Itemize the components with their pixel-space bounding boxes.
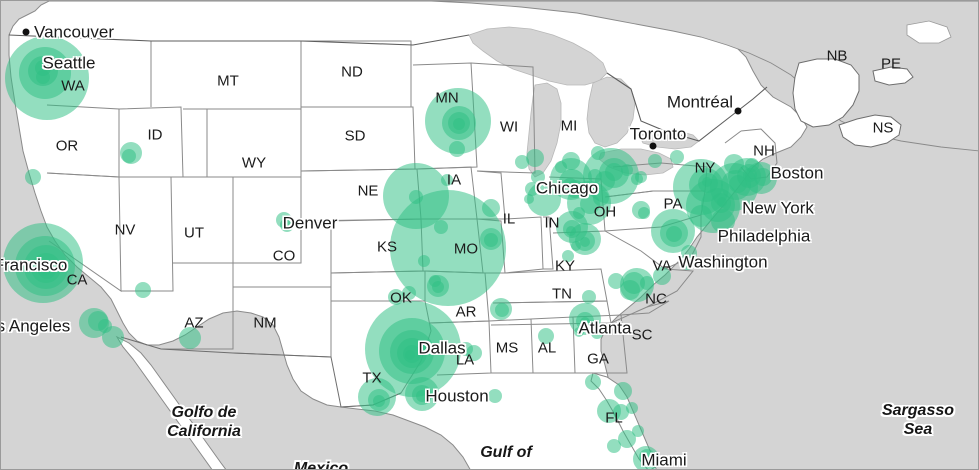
map-bubble[interactable] [434, 220, 448, 234]
map-bubble[interactable] [607, 439, 621, 453]
map-bubble[interactable] [525, 182, 539, 196]
map-bubble[interactable] [40, 266, 50, 276]
map-bubble[interactable] [484, 233, 498, 247]
map-bubble[interactable] [640, 276, 654, 290]
map-bubble[interactable] [621, 164, 633, 176]
map-bubble[interactable] [495, 303, 509, 317]
map-bubble[interactable] [620, 280, 640, 300]
map-bubble[interactable] [524, 194, 534, 204]
baja-peninsula [115, 335, 227, 469]
map-bubble[interactable] [626, 402, 638, 414]
map-bubble[interactable] [432, 281, 444, 293]
map-bubble[interactable] [25, 169, 41, 185]
map-bubble[interactable] [711, 209, 735, 233]
map-bubble[interactable] [582, 290, 596, 304]
map-bubble[interactable] [680, 256, 694, 270]
map-bubble[interactable] [580, 237, 590, 247]
map-bubble[interactable] [531, 170, 545, 184]
map-bubble[interactable] [653, 267, 671, 285]
map-bubble[interactable] [135, 282, 151, 298]
map-bubble[interactable] [635, 171, 647, 183]
map-bubble[interactable] [453, 118, 465, 130]
lake-huron [586, 76, 636, 148]
map-bubble[interactable] [724, 154, 744, 174]
map-bubble[interactable] [591, 327, 603, 339]
map-bubble[interactable] [36, 70, 50, 84]
map-bubble[interactable] [745, 158, 759, 172]
map-bubble[interactable] [515, 155, 529, 169]
map-bubble[interactable] [405, 350, 415, 360]
map-bubble[interactable] [571, 241, 581, 251]
map-bubble[interactable] [122, 149, 136, 163]
map-bubble[interactable] [632, 425, 644, 437]
map-bubble[interactable] [648, 154, 662, 168]
nova-scotia [838, 114, 902, 148]
map-bubble[interactable] [388, 289, 404, 305]
map-bubble[interactable] [580, 317, 590, 327]
map-bubble[interactable] [280, 218, 294, 232]
map-bubble[interactable] [690, 205, 712, 227]
map-bubble[interactable] [670, 150, 684, 164]
map-bubble[interactable] [449, 141, 465, 157]
map-bubble[interactable] [179, 327, 201, 349]
map-bubble[interactable] [593, 190, 609, 206]
map-bubble[interactable] [402, 286, 416, 300]
map-bubble[interactable] [613, 404, 629, 420]
international-border [8, 34, 768, 142]
map-bubble[interactable] [562, 250, 574, 262]
atlantic-islands [906, 20, 952, 44]
new-brunswick [792, 58, 860, 128]
map-bubble[interactable] [482, 199, 500, 217]
prince-edward-island [872, 66, 914, 86]
map-bubble[interactable] [488, 389, 502, 403]
map-bubble[interactable] [441, 174, 453, 186]
map-bubble[interactable] [574, 327, 584, 337]
map-bubble[interactable] [754, 168, 772, 186]
map-bubble[interactable] [618, 430, 636, 448]
map-bubble[interactable] [614, 382, 632, 400]
map-bubble[interactable] [466, 345, 482, 361]
map-bubble[interactable] [416, 390, 428, 402]
map-bubble[interactable] [585, 374, 601, 390]
map-bubble[interactable] [526, 149, 544, 167]
map-bubble[interactable] [102, 326, 124, 348]
map-bubble[interactable] [638, 207, 650, 219]
map-bubble[interactable] [373, 395, 385, 407]
map-bubble[interactable] [591, 146, 605, 160]
map-bubble[interactable] [418, 255, 430, 267]
map-bubble[interactable] [538, 328, 554, 344]
map-bubble[interactable] [666, 226, 682, 242]
map-bubble[interactable] [639, 449, 655, 465]
